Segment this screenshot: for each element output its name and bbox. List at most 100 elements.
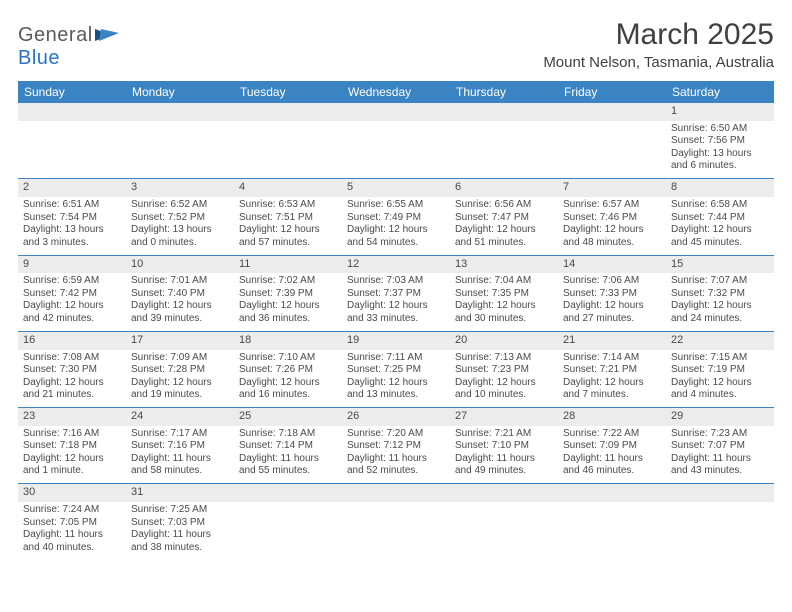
sunset-text: Sunset: 7:30 PM — [23, 364, 121, 377]
day-number: 3 — [131, 181, 229, 195]
sunset-text: Sunset: 7:28 PM — [131, 364, 229, 377]
day-number: 6 — [455, 181, 553, 195]
day-detail-cell: Sunrise: 7:16 AMSunset: 7:18 PMDaylight:… — [18, 426, 126, 484]
day-detail-cell: Sunrise: 6:55 AMSunset: 7:49 PMDaylight:… — [342, 197, 450, 255]
day-number-cell: 27 — [450, 408, 558, 426]
day-number-cell — [342, 484, 450, 502]
day-detail-cell — [450, 502, 558, 560]
sunset-text: Sunset: 7:21 PM — [563, 364, 661, 377]
day-number-cell — [234, 103, 342, 121]
daylight-text: Daylight: 12 hours and 1 minute. — [23, 453, 121, 478]
sunrise-text: Sunrise: 7:15 AM — [671, 352, 769, 365]
day-header-row: Sunday Monday Tuesday Wednesday Thursday… — [18, 81, 774, 103]
sunrise-text: Sunrise: 6:57 AM — [563, 199, 661, 212]
sunrise-text: Sunrise: 6:51 AM — [23, 199, 121, 212]
sunset-text: Sunset: 7:32 PM — [671, 288, 769, 301]
detail-row: Sunrise: 6:51 AMSunset: 7:54 PMDaylight:… — [18, 197, 774, 255]
day-number-cell: 9 — [18, 255, 126, 273]
day-number: 26 — [347, 410, 445, 424]
daylight-text: Daylight: 11 hours and 52 minutes. — [347, 453, 445, 478]
sunrise-text: Sunrise: 7:14 AM — [563, 352, 661, 365]
daylight-text: Daylight: 11 hours and 58 minutes. — [131, 453, 229, 478]
day-number: 27 — [455, 410, 553, 424]
daylight-text: Daylight: 13 hours and 0 minutes. — [131, 224, 229, 249]
daylight-text: Daylight: 12 hours and 54 minutes. — [347, 224, 445, 249]
daylight-text: Daylight: 12 hours and 10 minutes. — [455, 377, 553, 402]
sunrise-text: Sunrise: 6:58 AM — [671, 199, 769, 212]
daylight-text: Daylight: 12 hours and 19 minutes. — [131, 377, 229, 402]
sunset-text: Sunset: 7:40 PM — [131, 288, 229, 301]
daylight-text: Daylight: 11 hours and 38 minutes. — [131, 529, 229, 554]
detail-row: Sunrise: 6:50 AMSunset: 7:56 PMDaylight:… — [18, 121, 774, 179]
location: Mount Nelson, Tasmania, Australia — [543, 54, 774, 71]
day-number-cell — [558, 103, 666, 121]
sunset-text: Sunset: 7:44 PM — [671, 212, 769, 225]
day-number-cell: 17 — [126, 331, 234, 349]
day-number-cell: 5 — [342, 179, 450, 197]
daynum-row: 23242526272829 — [18, 408, 774, 426]
daylight-text: Daylight: 12 hours and 48 minutes. — [563, 224, 661, 249]
sunset-text: Sunset: 7:56 PM — [671, 135, 769, 148]
detail-row: Sunrise: 7:08 AMSunset: 7:30 PMDaylight:… — [18, 350, 774, 408]
day-number-cell — [558, 484, 666, 502]
day-number: 2 — [23, 181, 121, 195]
detail-row: Sunrise: 7:24 AMSunset: 7:05 PMDaylight:… — [18, 502, 774, 560]
title-block: March 2025 Mount Nelson, Tasmania, Austr… — [543, 18, 774, 71]
daylight-text: Daylight: 12 hours and 4 minutes. — [671, 377, 769, 402]
day-number-cell — [666, 484, 774, 502]
sunrise-text: Sunrise: 7:22 AM — [563, 428, 661, 441]
sunrise-text: Sunrise: 7:13 AM — [455, 352, 553, 365]
day-number-cell — [18, 103, 126, 121]
day-detail-cell: Sunrise: 7:13 AMSunset: 7:23 PMDaylight:… — [450, 350, 558, 408]
day-number-cell: 21 — [558, 331, 666, 349]
day-number-cell: 11 — [234, 255, 342, 273]
day-detail-cell — [558, 502, 666, 560]
daylight-text: Daylight: 12 hours and 42 minutes. — [23, 300, 121, 325]
day-detail-cell: Sunrise: 7:03 AMSunset: 7:37 PMDaylight:… — [342, 273, 450, 331]
day-number: 20 — [455, 334, 553, 348]
detail-row: Sunrise: 7:16 AMSunset: 7:18 PMDaylight:… — [18, 426, 774, 484]
day-detail-cell — [342, 502, 450, 560]
sunset-text: Sunset: 7:52 PM — [131, 212, 229, 225]
sunset-text: Sunset: 7:39 PM — [239, 288, 337, 301]
day-detail-cell — [18, 121, 126, 179]
day-number-cell: 31 — [126, 484, 234, 502]
daynum-row: 2345678 — [18, 179, 774, 197]
day-detail-cell: Sunrise: 7:21 AMSunset: 7:10 PMDaylight:… — [450, 426, 558, 484]
sunset-text: Sunset: 7:09 PM — [563, 440, 661, 453]
daylight-text: Daylight: 12 hours and 33 minutes. — [347, 300, 445, 325]
day-number-cell: 25 — [234, 408, 342, 426]
daynum-row: 1 — [18, 103, 774, 121]
day-number-cell: 13 — [450, 255, 558, 273]
daynum-row: 16171819202122 — [18, 331, 774, 349]
day-number-cell: 8 — [666, 179, 774, 197]
sunrise-text: Sunrise: 7:01 AM — [131, 275, 229, 288]
day-number: 21 — [563, 334, 661, 348]
daylight-text: Daylight: 12 hours and 24 minutes. — [671, 300, 769, 325]
daynum-row: 3031 — [18, 484, 774, 502]
day-number: 12 — [347, 258, 445, 272]
daylight-text: Daylight: 11 hours and 43 minutes. — [671, 453, 769, 478]
day-number-cell: 2 — [18, 179, 126, 197]
sunrise-text: Sunrise: 7:04 AM — [455, 275, 553, 288]
day-header: Sunday — [18, 81, 126, 103]
sunset-text: Sunset: 7:23 PM — [455, 364, 553, 377]
month-title: March 2025 — [543, 18, 774, 52]
day-detail-cell: Sunrise: 6:52 AMSunset: 7:52 PMDaylight:… — [126, 197, 234, 255]
day-number-cell: 4 — [234, 179, 342, 197]
day-detail-cell — [666, 502, 774, 560]
sunset-text: Sunset: 7:49 PM — [347, 212, 445, 225]
sunrise-text: Sunrise: 7:17 AM — [131, 428, 229, 441]
sunset-text: Sunset: 7:51 PM — [239, 212, 337, 225]
daylight-text: Daylight: 12 hours and 30 minutes. — [455, 300, 553, 325]
day-detail-cell — [126, 121, 234, 179]
sunset-text: Sunset: 7:12 PM — [347, 440, 445, 453]
day-number-cell: 24 — [126, 408, 234, 426]
day-detail-cell: Sunrise: 7:20 AMSunset: 7:12 PMDaylight:… — [342, 426, 450, 484]
daylight-text: Daylight: 13 hours and 6 minutes. — [671, 148, 769, 173]
day-detail-cell: Sunrise: 6:50 AMSunset: 7:56 PMDaylight:… — [666, 121, 774, 179]
day-number: 15 — [671, 258, 769, 272]
day-number: 11 — [239, 258, 337, 272]
day-detail-cell — [234, 121, 342, 179]
flag-icon — [95, 27, 121, 45]
